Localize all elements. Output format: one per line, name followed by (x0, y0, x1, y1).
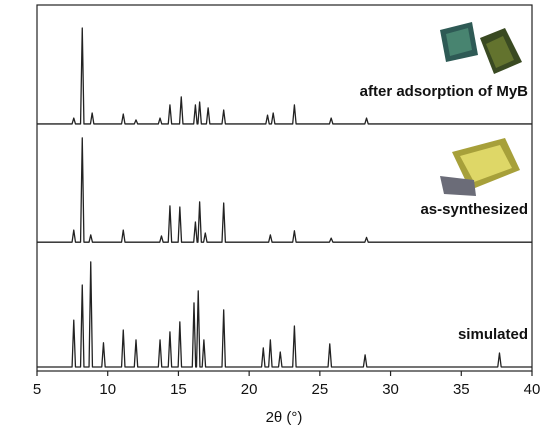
series-label: after adsorption of MyB (360, 83, 529, 100)
series-label: simulated (458, 326, 528, 343)
xrd-pattern (37, 27, 532, 125)
x-tick-label: 40 (524, 381, 541, 398)
x-tick-label: 30 (382, 381, 399, 398)
series-label: as-synthesized (420, 201, 528, 218)
plot-frame (36, 4, 533, 372)
x-tick-label: 5 (33, 381, 41, 398)
x-tick-label: 25 (312, 381, 329, 398)
x-tick-label: 35 (453, 381, 470, 398)
x-axis-label: 2θ (°) (266, 409, 303, 426)
crystal-photo (440, 22, 522, 74)
x-tick-label: 15 (170, 381, 187, 398)
x-tick-label: 20 (241, 381, 258, 398)
crystal-photo (440, 138, 520, 196)
xrd-pattern (37, 137, 532, 243)
xrd-pattern (37, 261, 532, 368)
x-tick-label: 10 (99, 381, 116, 398)
